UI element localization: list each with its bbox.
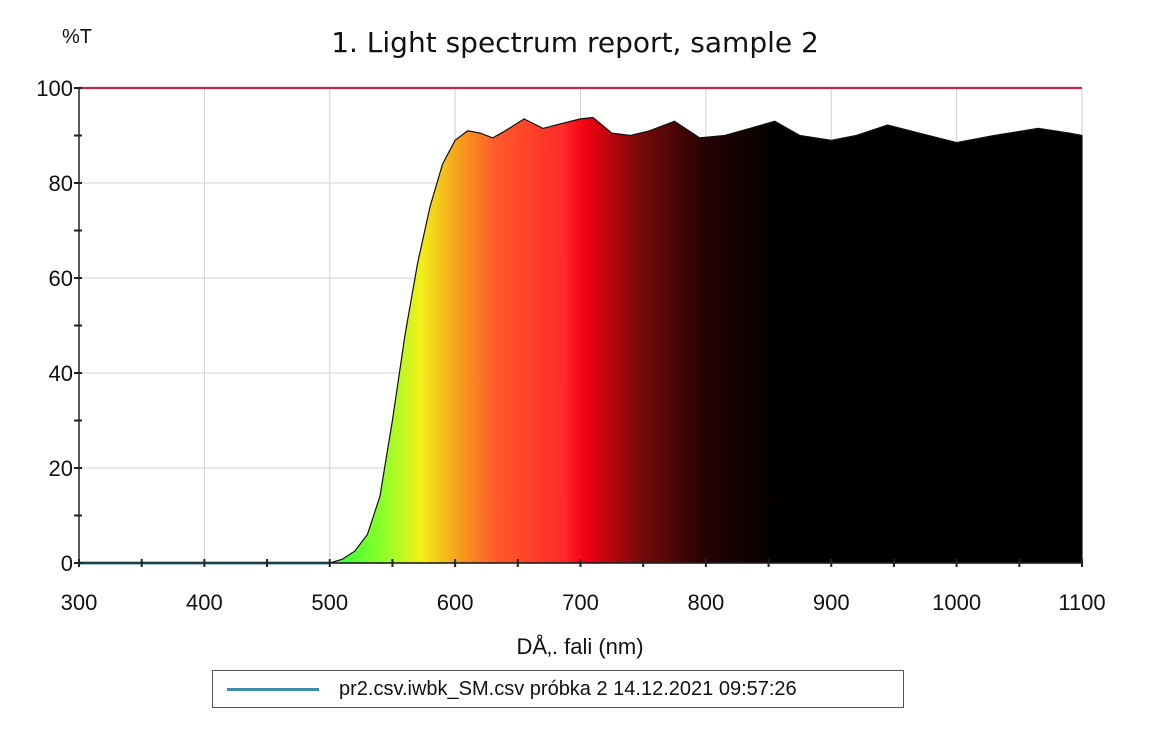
x-tick-label: 500 xyxy=(311,590,348,615)
transmittance-area xyxy=(79,116,1083,564)
x-tick-label: 700 xyxy=(562,590,599,615)
x-tick-label: 300 xyxy=(61,590,98,615)
legend: pr2.csv.iwbk_SM.csv próbka 2 14.12.2021 … xyxy=(212,670,904,708)
x-tick-label: 800 xyxy=(688,590,725,615)
y-tick-label: 60 xyxy=(49,266,73,291)
y-tick-label: 0 xyxy=(61,551,73,576)
legend-label: pr2.csv.iwbk_SM.csv próbka 2 14.12.2021 … xyxy=(339,678,797,700)
x-tick-label: 1000 xyxy=(932,590,981,615)
legend-swatch xyxy=(227,688,319,691)
y-tick-label: 80 xyxy=(49,171,73,196)
y-tick-label: 20 xyxy=(49,456,73,481)
y-axis-label: %T xyxy=(62,26,92,48)
x-tick-label: 900 xyxy=(813,590,850,615)
x-axis-label: DÅ‚. fali (nm) xyxy=(516,634,644,659)
x-tick-label: 400 xyxy=(186,590,223,615)
tick-labels: 300 400 500 600 700 800 900 1000 1100 0 20 40 60 80 10… xyxy=(36,76,1105,615)
chart-title: 1. Light spectrum report, sample 2 xyxy=(331,26,819,59)
y-tick-label: 100 xyxy=(36,76,73,101)
x-tick-label: 600 xyxy=(437,590,474,615)
axes xyxy=(74,87,1083,567)
spectrum-plot: 300 400 500 600 700 800 900 1000 1100 0 20 40 60 80 10… xyxy=(36,76,1105,615)
x-tick-label: 1100 xyxy=(1058,590,1105,615)
y-tick-label: 40 xyxy=(49,361,73,386)
